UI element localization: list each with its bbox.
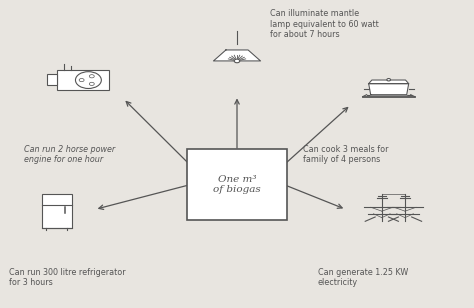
FancyBboxPatch shape <box>56 70 109 90</box>
Text: Can cook 3 meals for
family of 4 persons: Can cook 3 meals for family of 4 persons <box>303 145 389 164</box>
Circle shape <box>387 79 391 81</box>
Text: Can run 2 horse power
engine for one hour: Can run 2 horse power engine for one hou… <box>24 145 115 164</box>
Text: Can illuminate mantle
lamp equivalent to 60 watt
for about 7 hours: Can illuminate mantle lamp equivalent to… <box>270 9 379 39</box>
FancyBboxPatch shape <box>42 194 72 229</box>
Polygon shape <box>369 84 409 95</box>
FancyBboxPatch shape <box>46 75 56 86</box>
Text: Can run 300 litre refrigerator
for 3 hours: Can run 300 litre refrigerator for 3 hou… <box>9 268 126 287</box>
Polygon shape <box>369 80 409 84</box>
Circle shape <box>89 75 94 78</box>
Circle shape <box>89 82 94 86</box>
Circle shape <box>75 72 101 88</box>
Text: One m³
of biogas: One m³ of biogas <box>213 175 261 194</box>
Circle shape <box>79 79 84 82</box>
Circle shape <box>234 59 240 63</box>
FancyBboxPatch shape <box>187 149 287 220</box>
Polygon shape <box>213 50 261 61</box>
Text: Can generate 1.25 KW
electricity: Can generate 1.25 KW electricity <box>318 268 408 287</box>
